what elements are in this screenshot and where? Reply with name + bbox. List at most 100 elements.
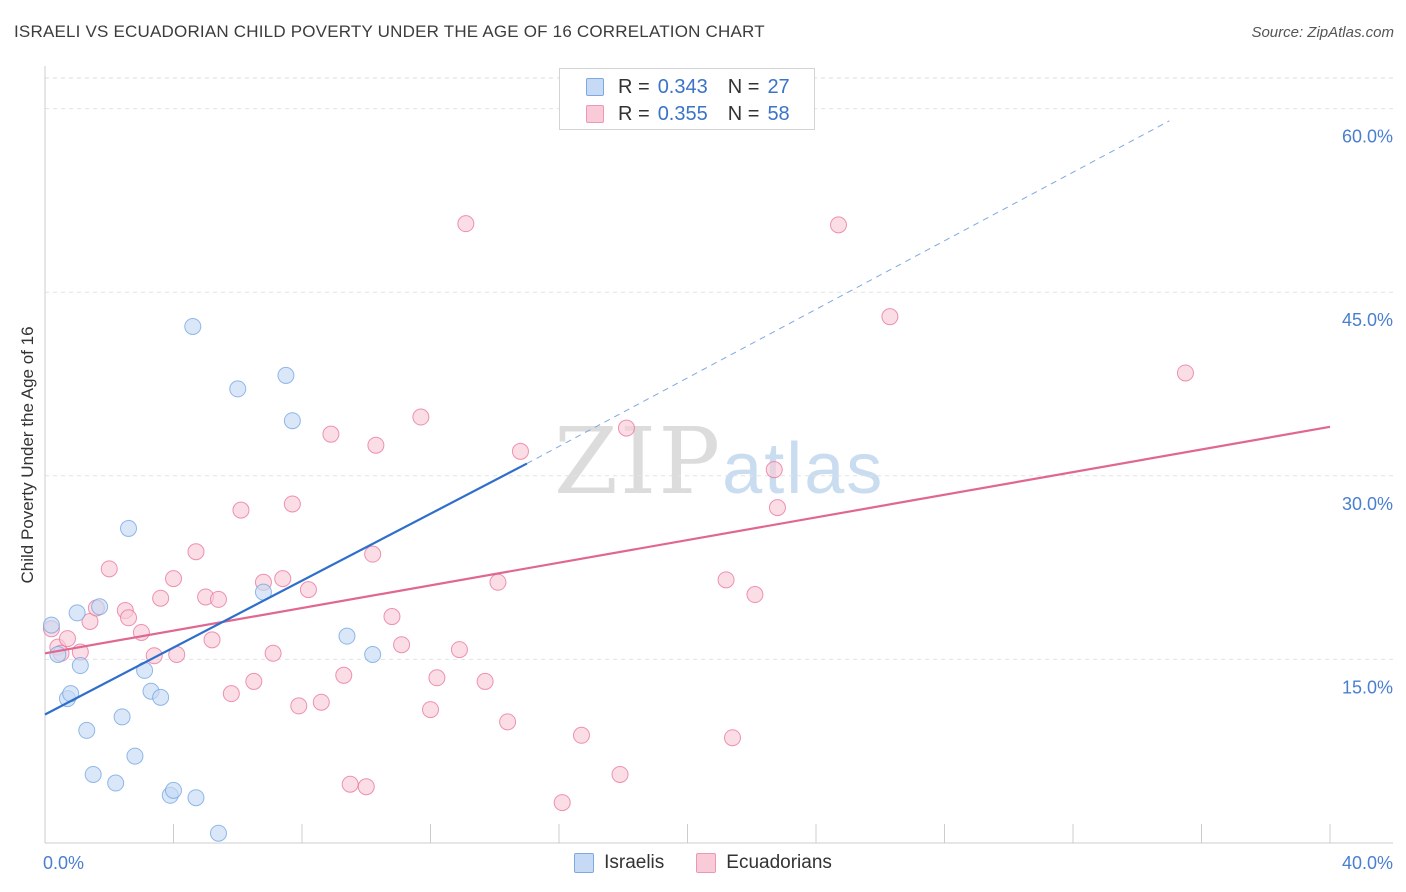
israelis-point (184, 317, 202, 335)
ecuadorians-trend-line (44, 425, 1331, 655)
israelis-point (126, 747, 144, 765)
ecuadorians-point (489, 573, 507, 591)
ecuadorians-point (341, 775, 359, 793)
y-tick-label: 60.0% (1342, 127, 1393, 147)
series-legend: Israelis Ecuadorians (0, 852, 1406, 874)
legend-r-value: 0.355 (657, 102, 708, 125)
ecuadorians-point (367, 436, 385, 454)
ecuadorians-point (245, 672, 263, 690)
israelis-point (277, 366, 295, 384)
x-tick-label: 0.0% (43, 853, 84, 873)
ecuadorians-point (312, 693, 330, 711)
israelis-point (187, 789, 205, 807)
legend-row-israelis: R = 0.343 N = 27 (586, 75, 790, 99)
ecuadorians-point (58, 630, 76, 648)
y-tick-label: 30.0% (1342, 494, 1393, 514)
ecuadorians-point (428, 669, 446, 687)
ecuadorians-point (746, 586, 764, 604)
ecuadorians-point (412, 408, 430, 426)
israelis-trend-line (44, 462, 528, 716)
ecuadorians-point (290, 697, 308, 715)
ecuadorians-point (187, 543, 205, 561)
ecuadorians-point (617, 419, 635, 437)
ecuadorians-point (222, 685, 240, 703)
watermark-zip: ZIP (554, 408, 723, 515)
ecuadorians-point (203, 631, 221, 649)
legend-r-label: R = (618, 102, 650, 125)
ecuadorians-point (611, 765, 629, 783)
x-tick-label: 40.0% (1342, 853, 1393, 873)
legend-swatch-ecuadorians (586, 105, 604, 123)
ecuadorians-point (717, 571, 735, 589)
israelis-point (165, 781, 182, 799)
ecuadorians-point (232, 501, 250, 519)
ecuadorians-point (572, 726, 590, 744)
ecuadorians-point (364, 545, 382, 563)
series-legend-israelis: Israelis (574, 852, 664, 874)
ecuadorians-point (881, 308, 899, 326)
israelis-label: Israelis (604, 852, 665, 873)
israelis-point (229, 380, 247, 398)
legend-r-value: 0.343 (657, 75, 708, 98)
ecuadorians-point (322, 425, 340, 443)
ecuadorians-point (120, 609, 138, 627)
legend-n-value: 58 (767, 102, 790, 125)
watermark: ZIPatlas (554, 408, 884, 515)
legend-swatch-israelis (586, 78, 604, 96)
israelis-point (120, 519, 138, 537)
ecuadorians-point (499, 713, 517, 731)
ecuadorians-point (723, 729, 741, 747)
ecuadorians-point (450, 641, 468, 659)
series-legend-ecuadorians: Ecuadorians (696, 852, 832, 874)
source-label: Source: ZipAtlas.com (1251, 24, 1394, 41)
ecuadorians-point (357, 778, 375, 796)
y-axis-label: Child Poverty Under the Age of 16 (18, 326, 37, 584)
israelis-point (152, 688, 170, 706)
ecuadorians-point (274, 570, 292, 588)
ecuadorians-point (511, 442, 529, 460)
israelis-point (49, 646, 67, 664)
ecuadorians-point (553, 794, 571, 812)
y-tick-label: 45.0% (1342, 310, 1393, 330)
israelis-point (107, 774, 125, 792)
ecuadorians-swatch (696, 853, 717, 873)
ecuadorians-point (100, 560, 118, 578)
ecuadorians-point (765, 461, 783, 479)
stats-legend: R = 0.343 N = 27 R = 0.355 N = 58 (559, 68, 815, 130)
ecuadorians-point (457, 215, 475, 233)
israelis-point (42, 616, 60, 634)
ecuadorians-point (829, 216, 847, 234)
israelis-point (113, 708, 131, 726)
israelis-point (338, 627, 356, 645)
ecuadorians-point (152, 589, 170, 607)
israelis-trend-extension (526, 120, 1170, 465)
ecuadorians-point (209, 590, 227, 608)
israelis-point (71, 657, 89, 675)
ecuadorians-point (422, 701, 439, 719)
ecuadorians-point (393, 636, 411, 654)
israelis-point (364, 646, 382, 664)
legend-n-value: 27 (767, 75, 790, 98)
ecuadorians-point (264, 644, 282, 662)
israelis-point (68, 604, 86, 622)
ecuadorians-point (283, 495, 301, 513)
israelis-swatch (574, 853, 595, 873)
israelis-point (84, 765, 102, 783)
legend-row-ecuadorians: R = 0.355 N = 58 (586, 102, 790, 126)
legend-n-label: N = (727, 75, 760, 98)
ecuadorians-point (299, 581, 317, 599)
ecuadorians-point (476, 672, 494, 690)
israelis-point (91, 598, 109, 616)
ecuadorians-point (335, 666, 353, 684)
israelis-point (209, 824, 227, 842)
ecuadorians-label: Ecuadorians (726, 852, 832, 873)
israelis-point (283, 412, 301, 430)
watermark-atlas: atlas (722, 429, 885, 509)
ecuadorians-point (165, 570, 182, 588)
ecuadorians-point (768, 499, 786, 517)
legend-n-label: N = (727, 102, 760, 125)
chart-title: ISRAELI VS ECUADORIAN CHILD POVERTY UNDE… (14, 22, 765, 41)
y-tick-label: 15.0% (1342, 677, 1393, 697)
ecuadorians-point (1176, 364, 1194, 382)
